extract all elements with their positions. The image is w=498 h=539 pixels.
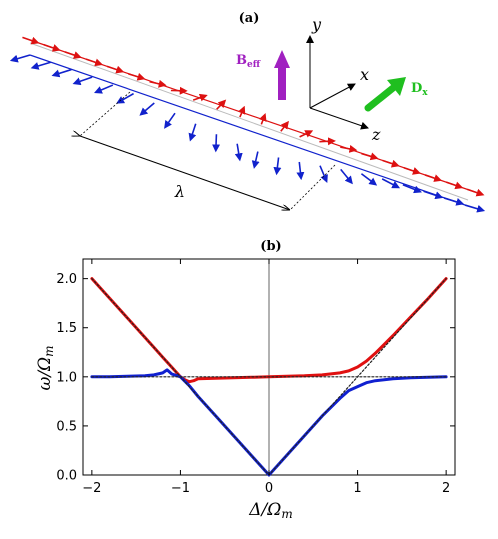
y-tick-label: 0.5 [56,419,77,434]
blue-spin-arrow [444,197,465,206]
y-tick-label: 0.0 [56,469,77,484]
red-spin-arrow [445,181,464,190]
red-spin-arrow [192,93,208,102]
blue-spin-arrow [319,165,328,183]
wall-line-gray [29,42,469,201]
b-eff-arrow-head [274,50,290,68]
x-axis-title: Δ/Ωm [248,500,293,521]
red-spin-arrow [424,174,443,182]
red-spin-arrow [259,113,267,125]
lambda-guide-left [79,91,131,137]
blue-spin-arrow [273,157,282,176]
y-tick-label: 2.0 [56,272,77,287]
y-tick-label: 1.5 [56,321,77,336]
red-spin-arrow [64,51,82,59]
red-spin-arrow [382,159,400,168]
blue-spin-arrows [9,54,486,213]
red-spin-arrow [361,152,379,161]
red-chain-line [29,39,476,193]
panel-b-label: (b) [260,239,281,254]
x-tick-label: −1 [171,481,190,496]
red-spin-arrow [280,120,289,132]
x-axis-label: x [360,65,369,84]
blue-spin-arrow [30,61,51,70]
panel-b: (b) −2 −1 0 1 2 0.0 0.5 1.0 1.5 2.0 ω/Ωm Δ/Ωm [35,239,456,521]
blue-spin-arrow [423,190,444,200]
blue-spin-arrow [188,123,197,142]
blue-spin-arrow [116,92,134,104]
red-spin-arrow [128,72,146,81]
red-spin-arrow [237,105,246,118]
x-axis-arrow [309,83,356,109]
red-spin-arrow [467,188,485,197]
red-spin-arrow [22,36,40,45]
panel-a: (a) λ Beff y x z Dx [9,11,486,213]
chart-plot-area [90,259,448,477]
lambda-label: λ [174,182,185,201]
blue-spin-arrow [402,184,422,194]
b-eff-label: Beff [236,53,261,70]
red-spin-arrow [43,43,61,52]
lambda-guide-right [289,164,336,211]
z-axis-arrow [309,107,369,130]
y-axis-label: y [311,15,322,34]
red-spin-arrow [319,137,336,146]
red-spin-arrow [340,144,358,153]
d-x-arrow-head [387,77,406,96]
blue-spin-arrow [51,68,72,78]
chart-ticks: −2 −1 0 1 2 0.0 0.5 1.0 1.5 2.0 [56,259,455,496]
red-spin-arrow [299,130,314,138]
d-x-label: Dx [411,81,428,98]
x-tick-label: 0 [265,481,273,496]
blue-spin-arrow [340,168,353,185]
blue-spin-arrow [9,54,31,63]
red-spin-arrow [149,79,167,88]
red-spin-arrow [403,166,421,175]
y-axis-title: ω/Ωm [35,345,56,390]
blue-spin-arrow [381,178,401,189]
panel-a-label: (a) [239,11,260,26]
red-spin-arrow [106,65,125,74]
blue-spin-arrow [234,143,243,162]
d-x-arrow-shaft [364,84,397,112]
blue-spin-arrow [72,76,93,86]
red-branch-series [90,277,448,384]
y-tick-label: 1.0 [56,370,77,385]
blue-spin-arrow [464,204,486,213]
lambda-dimension-arrow [80,136,290,210]
red-spin-arrows [22,36,485,197]
x-tick-label: 2 [442,481,450,496]
red-spin-arrow [216,99,227,110]
z-axis-label: z [371,125,381,144]
blue-spin-arrow [94,84,114,94]
blue-spin-arrow [296,161,305,181]
blue-spin-arrow [212,134,221,153]
blue-spin-arrow [139,102,155,116]
red-spin-arrow [85,58,104,67]
x-tick-label: 1 [353,481,361,496]
blue-spin-arrow [164,112,176,129]
blue-spin-arrow [251,151,260,169]
x-tick-label: −2 [82,481,101,496]
blue-chain-line [29,54,466,206]
blue-spin-arrow [360,173,378,186]
b-eff-arrow-shaft [278,66,286,100]
